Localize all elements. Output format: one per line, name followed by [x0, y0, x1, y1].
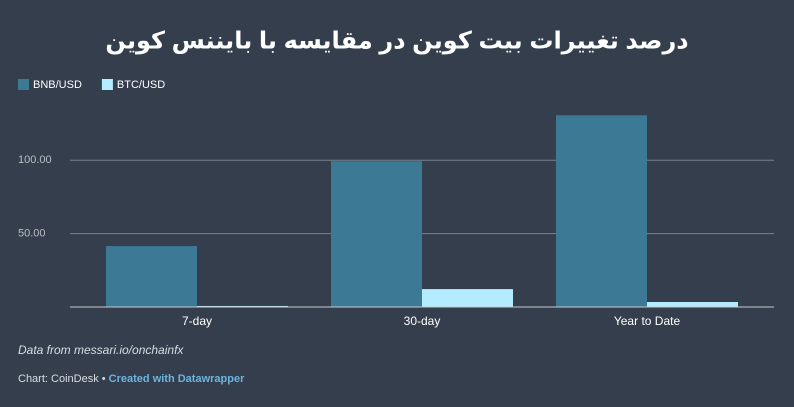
bar	[331, 161, 422, 307]
y-tick-label: 50.00	[18, 228, 46, 240]
chart-title: درصد تغییرات بیت کوین در مقایسه با باینن…	[105, 27, 688, 54]
credit-link[interactable]: Created with Datawrapper	[109, 373, 245, 385]
legend-swatch	[18, 79, 29, 90]
legend-label: BNB/USD	[33, 79, 82, 91]
legend-swatch	[101, 79, 113, 90]
bar	[106, 246, 197, 307]
legend-label: BTC/USD	[117, 79, 165, 91]
bar	[197, 305, 288, 307]
source-note: Data from messari.io/onchainfx	[18, 343, 184, 357]
x-tick-label: 7-day	[182, 314, 212, 328]
bar	[422, 289, 513, 307]
bar	[556, 115, 647, 307]
y-tick-label: 100.00	[18, 154, 52, 166]
bar	[647, 302, 738, 307]
credit: Chart: CoinDesk • Created with Datawrapp…	[18, 373, 245, 385]
credit-text: Chart: CoinDesk •	[18, 373, 106, 385]
x-tick-label: 30-day	[404, 314, 441, 328]
x-tick-label: Year to Date	[614, 314, 681, 328]
